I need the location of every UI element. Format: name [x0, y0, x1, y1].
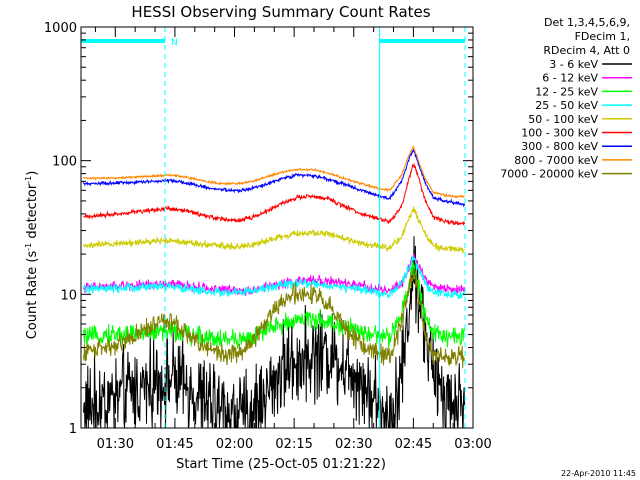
legend-entry-label: 25 - 50 keV [535, 99, 598, 112]
x-tick-label: 02:30 [335, 437, 372, 452]
series-line [83, 256, 466, 300]
legend-entry-label: 300 - 800 keV [521, 140, 598, 153]
x-tick-label: 01:45 [156, 437, 193, 452]
series-line [83, 206, 465, 254]
x-tick-label: 02:15 [275, 437, 312, 452]
y-tick-label: 100 [52, 155, 77, 170]
series-line [83, 145, 465, 199]
legend-entry-label: 50 - 100 keV [528, 113, 598, 126]
legend-entry-label: 6 - 12 keV [542, 72, 598, 85]
legend-entry-label: 800 - 7000 keV [514, 154, 598, 167]
y-tick-label: 1000 [44, 21, 77, 36]
legend-header-line: RDecim 4, Att 0 [543, 44, 630, 57]
legend-entry-label: 12 - 25 keV [535, 85, 598, 98]
x-tick-label: 02:45 [395, 437, 432, 452]
timestamp: 22-Apr-2010 11:45 [561, 469, 636, 478]
plot-frame [80, 26, 474, 429]
y-axis-label: Count Rate (s-1 detector-1) [24, 171, 40, 340]
legend-header-line: FDecim 1, [575, 30, 630, 43]
flag-label: N [171, 38, 178, 48]
x-axis-label: Start Time (25-Oct-05 01:21:22) [176, 457, 386, 472]
y-tick-label: 1 [69, 422, 77, 437]
legend: Det 1,3,4,5,6,9, FDecim 1, RDecim 4, Att… [500, 16, 632, 181]
series-line [83, 267, 466, 369]
legend-entry-label: 100 - 300 keV [521, 127, 598, 140]
series-line [83, 162, 466, 227]
chart-title: HESSI Observing Summary Count Rates [131, 3, 430, 21]
y-tick-label: 10 [60, 288, 77, 303]
x-tick-label: 01:30 [97, 437, 134, 452]
series-line [83, 236, 466, 428]
series-line [83, 148, 466, 208]
x-tick-label: 03:00 [454, 437, 491, 452]
legend-entry-label: 7000 - 20000 keV [500, 168, 598, 181]
legend-entry-label: 3 - 6 keV [549, 58, 598, 71]
legend-header-line: Det 1,3,4,5,6,9, [544, 16, 630, 29]
svg-text:Count Rate (s-1 detector-1): Count Rate (s-1 detector-1) [24, 171, 40, 340]
x-tick-label: 02:00 [216, 437, 253, 452]
